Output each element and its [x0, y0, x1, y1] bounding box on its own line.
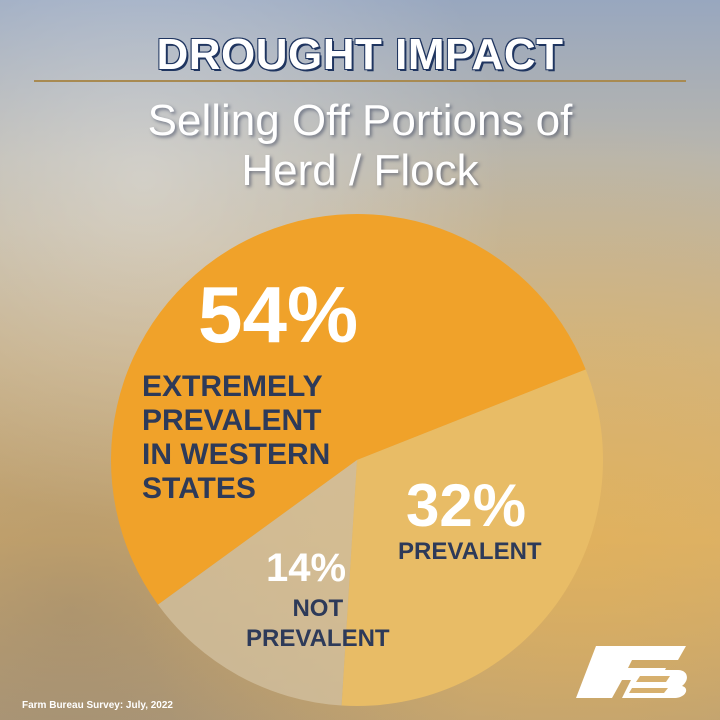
source-note: Farm Bureau Survey: July, 2022 [22, 700, 173, 711]
slice-extreme-text: EXTREMELY PREVALENT IN WESTERN STATES [142, 370, 330, 506]
slice-extreme-line-4: STATES [142, 472, 256, 505]
slice-extreme-line-2: PREVALENT [142, 404, 322, 437]
pie-slice-extreme [110, 213, 586, 605]
slice-not-line-1: NOT [292, 595, 344, 622]
registered-mark: ® [678, 686, 686, 697]
subtitle-line-2: Herd / Flock [241, 146, 479, 195]
slice-not-percent: 14% [266, 546, 347, 590]
slice-prevalent-label-group: 32% [406, 474, 526, 538]
slice-extreme-label-group: 54% [198, 272, 358, 358]
page-subtitle: Selling Off Portions of Herd / Flock [0, 96, 720, 196]
slice-not-line-2: PREVALENT [246, 625, 390, 652]
subtitle-line-1: Selling Off Portions of [147, 96, 573, 145]
pie-slice-prevalent [341, 369, 604, 706]
slice-prevalent-percent: 32% [406, 472, 527, 539]
farm-bureau-logo-icon: ® [574, 640, 694, 707]
slice-extreme-line-3: IN WESTERN [142, 438, 331, 471]
slice-extreme-line-1: EXTREMELY [142, 370, 323, 403]
title-divider [34, 80, 686, 82]
slice-extreme-percent: 54% [198, 270, 359, 359]
slice-not-label-group: 14% [266, 546, 346, 590]
slice-prevalent-line-1: PREVALENT [398, 538, 542, 565]
slice-not-text: NOT PREVALENT [246, 594, 390, 654]
pie-slice-not [157, 460, 357, 706]
page-title: DROUGHT IMPACT [156, 30, 564, 79]
slice-prevalent-text: PREVALENT [398, 538, 542, 566]
